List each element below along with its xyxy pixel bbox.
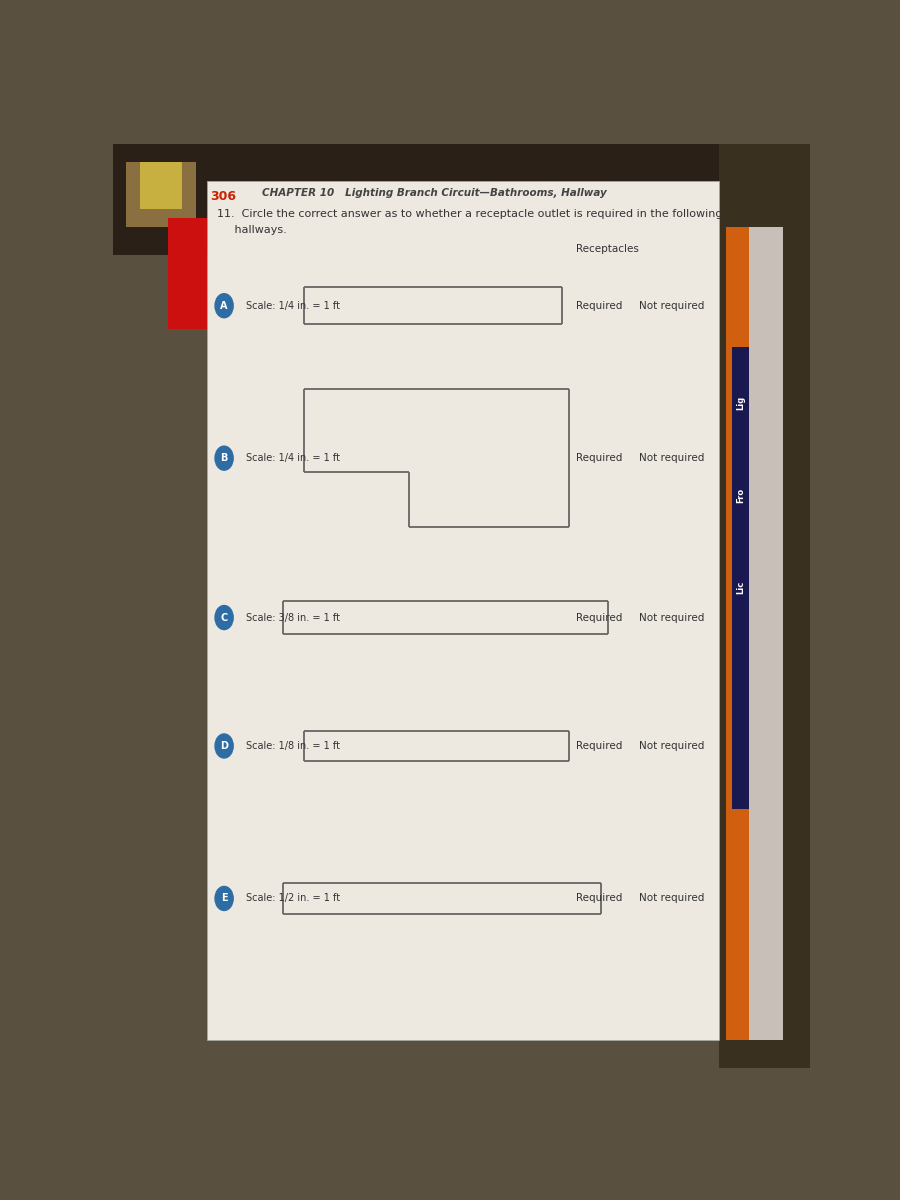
Text: Required: Required — [576, 301, 623, 311]
Circle shape — [215, 734, 233, 758]
Text: Required: Required — [576, 740, 623, 751]
Circle shape — [215, 294, 233, 318]
Text: Lig: Lig — [736, 396, 745, 410]
Text: Scale: 3/8 in. = 1 ft: Scale: 3/8 in. = 1 ft — [247, 612, 340, 623]
Bar — [112, 144, 810, 254]
Text: Fro: Fro — [736, 487, 745, 503]
Text: A: A — [220, 301, 228, 311]
Text: 11.  Circle the correct answer as to whether a receptacle outlet is required in : 11. Circle the correct answer as to whet… — [217, 209, 723, 218]
Text: Scale: 1/2 in. = 1 ft: Scale: 1/2 in. = 1 ft — [247, 894, 340, 904]
Bar — [207, 181, 719, 1040]
Circle shape — [215, 606, 233, 630]
Text: C: C — [220, 612, 228, 623]
Bar — [726, 227, 749, 1040]
Text: Not required: Not required — [639, 454, 705, 463]
Bar — [126, 162, 196, 227]
Text: Lic: Lic — [736, 581, 745, 594]
Text: Required: Required — [576, 894, 623, 904]
Text: Required: Required — [576, 454, 623, 463]
Text: Scale: 1/4 in. = 1 ft: Scale: 1/4 in. = 1 ft — [247, 454, 340, 463]
Bar — [140, 162, 182, 209]
Bar — [749, 227, 784, 1040]
Text: CHAPTER 10   Lighting Branch Circuit—Bathrooms, Hallway: CHAPTER 10 Lighting Branch Circuit—Bathr… — [263, 188, 608, 198]
Text: Required: Required — [576, 612, 623, 623]
Circle shape — [215, 446, 233, 470]
Text: D: D — [220, 740, 228, 751]
Text: Not required: Not required — [639, 612, 705, 623]
Text: B: B — [220, 454, 228, 463]
Bar — [168, 218, 207, 329]
Text: Not required: Not required — [639, 740, 705, 751]
Bar — [719, 144, 810, 1068]
Text: Scale: 1/4 in. = 1 ft: Scale: 1/4 in. = 1 ft — [247, 301, 340, 311]
Text: Not required: Not required — [639, 894, 705, 904]
Text: hallways.: hallways. — [217, 226, 287, 235]
Text: Scale: 1/8 in. = 1 ft: Scale: 1/8 in. = 1 ft — [247, 740, 340, 751]
Text: 306: 306 — [211, 190, 236, 203]
Text: E: E — [220, 894, 228, 904]
Text: Receptacles: Receptacles — [576, 244, 639, 253]
Text: Not required: Not required — [639, 301, 705, 311]
Circle shape — [215, 887, 233, 911]
Bar — [732, 347, 750, 809]
